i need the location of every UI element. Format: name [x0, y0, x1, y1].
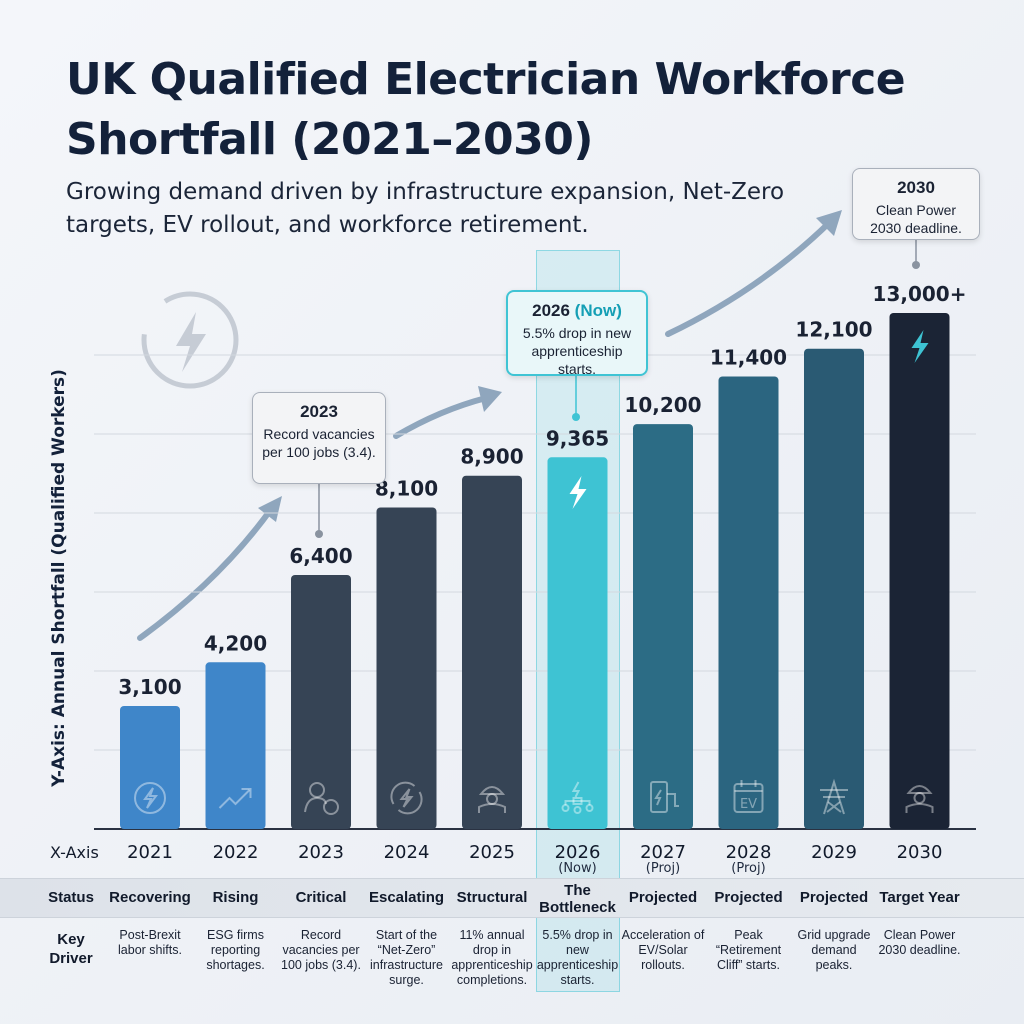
key-driver-cell-2030: Clean Power 2030 deadline.	[878, 928, 961, 957]
bar-icons-group: EV	[134, 330, 934, 815]
callout-2023-title: 2023	[300, 402, 338, 421]
status-cell-2023: Critical	[295, 889, 347, 906]
value-labels-group: 3,100 4,200 6,400 8,100 8,900 9,365 10,200 11,4…	[118, 282, 966, 699]
value-label-2030: 13,000+	[873, 282, 967, 306]
lightning-cycle-icon	[390, 781, 423, 815]
bars-group	[120, 313, 950, 829]
bar-2030	[889, 313, 950, 829]
bar-2029	[804, 348, 864, 829]
lightning-circle-icon	[134, 782, 166, 814]
callout-2026-year: 2026	[532, 301, 570, 320]
status-row	[0, 878, 1024, 918]
bar-2021	[120, 705, 180, 829]
person-coin-icon	[304, 782, 339, 815]
status-cell-2029: Projected	[799, 889, 869, 906]
status-cell-2022: Rising	[212, 889, 259, 906]
callout-2023: 2023 Record vacancies per 100 jobs (3.4)…	[252, 392, 386, 484]
ev-charger-icon	[650, 781, 679, 813]
engineer-icon	[905, 785, 934, 813]
value-label-2024: 8,100	[375, 476, 438, 500]
bar-2022	[205, 662, 266, 829]
x-tick-2021: 2021	[127, 842, 173, 863]
value-label-2022: 4,200	[204, 631, 267, 655]
bar-2026	[547, 457, 608, 829]
status-cell-2026: The Bottleneck	[539, 882, 616, 916]
x-tick-sub-2026: (Now)	[558, 861, 596, 876]
status-row-header: Status	[48, 889, 94, 906]
x-tick-2026: 2026	[555, 842, 601, 863]
x-tick-2022: 2022	[213, 842, 259, 863]
x-tick-sub-2027: (Proj)	[646, 861, 680, 876]
x-tick-2024: 2024	[384, 842, 430, 863]
callout-2026-title: 2026 (Now)	[516, 300, 638, 322]
key-driver-cell-2023: Record vacancies per 100 jobs (3.4).	[281, 928, 361, 972]
callout-2030-title: 2030	[897, 178, 935, 197]
status-cell-2025: Structural	[456, 889, 528, 906]
callout-2026: 2026 (Now) 5.5% drop in new apprenticesh…	[506, 290, 648, 377]
callout-connectors	[315, 240, 920, 538]
page-subtitle: Growing demand driven by infrastructure …	[66, 179, 785, 238]
trend-arrow-1	[137, 505, 275, 641]
key-driver-cell-2027: Acceleration of EV/Solar rollouts.	[621, 928, 705, 972]
bar-2023	[291, 574, 351, 829]
page-title: UK Qualified Electrician Workforce Short…	[66, 54, 906, 165]
y-axis-label: Y-Axis: Annual Shortfall (Qualified Work…	[49, 369, 69, 787]
x-tick-2028: 2028	[726, 842, 772, 863]
callout-2023-text: Record vacancies per 100 jobs (3.4).	[262, 426, 376, 460]
bar-2024	[376, 507, 437, 829]
trend-up-icon	[218, 788, 252, 809]
status-cell-2027: Projected	[628, 889, 698, 906]
key-driver-cell-2029: Grid upgrade demand peaks.	[797, 928, 871, 972]
value-label-2025: 8,900	[460, 445, 523, 469]
bar-2027	[633, 424, 693, 829]
key-driver-cell-2021: Post-Brexit labor shifts.	[118, 928, 182, 957]
x-tick-2025: 2025	[469, 842, 515, 863]
x-tick-2029: 2029	[811, 842, 857, 863]
value-label-2028: 11,400	[710, 346, 787, 370]
pylon-icon	[820, 778, 848, 815]
ev-icon-text: EV	[740, 797, 757, 812]
callout-2026-now: (Now)	[574, 301, 622, 320]
callout-2030: 2030 Clean Power 2030 deadline.	[852, 168, 980, 240]
status-cell-2021: Recovering	[109, 889, 191, 906]
callout-2030-text: Clean Power 2030 deadline.	[870, 202, 962, 236]
ev-calendar-icon: EV	[733, 780, 764, 813]
x-tick-2027: 2027	[640, 842, 686, 863]
value-label-2023: 6,400	[289, 544, 352, 568]
bar-2028	[718, 376, 779, 829]
value-label-2027: 10,200	[624, 393, 701, 417]
status-cell-2028: Projected	[714, 889, 783, 906]
x-axis-label: X-Axis	[50, 843, 99, 862]
x-tick-2030: 2030	[897, 842, 943, 863]
network-icon	[561, 781, 594, 814]
key-driver-row-header: Key Driver	[49, 931, 93, 967]
bar-2025	[462, 475, 522, 829]
background-lightning-icon	[141, 291, 239, 389]
value-label-2029: 12,100	[795, 318, 872, 342]
value-label-2021: 3,100	[118, 675, 181, 699]
callout-2026-text: 5.5% drop in new apprenticeship starts.	[522, 325, 632, 377]
bolt-2026-icon	[569, 476, 587, 509]
x-ticks-group: 2021 2022 2023 2024 2025 2026(Now)2027(Proj)2…	[127, 842, 942, 876]
trend-arrow-3	[665, 219, 833, 337]
key-driver-cell-2025: 11% annual drop in apprenticeship comple…	[451, 928, 533, 987]
bolt-2030-icon	[911, 330, 929, 363]
key-driver-cell-2028: Peak “Retirement Cliff” starts.	[715, 928, 782, 972]
key-driver-cell-2026: 5.5% drop in new apprenticeship starts.	[536, 928, 619, 987]
worker-helmet-icon	[478, 786, 506, 813]
status-cell-2024: Escalating	[368, 889, 445, 906]
value-label-2026: 9,365	[546, 426, 609, 450]
x-tick-sub-2028: (Proj)	[731, 861, 765, 876]
key-driver-cell-2022: ESG firms reporting shortages.	[206, 928, 265, 972]
status-cell-2030: Target Year	[879, 889, 960, 906]
key-driver-cell-2024: Start of the “Net-Zero” infrastructure s…	[370, 928, 443, 987]
x-tick-2023: 2023	[298, 842, 344, 863]
background-decor	[137, 210, 842, 641]
trend-arrow-2	[393, 395, 489, 439]
